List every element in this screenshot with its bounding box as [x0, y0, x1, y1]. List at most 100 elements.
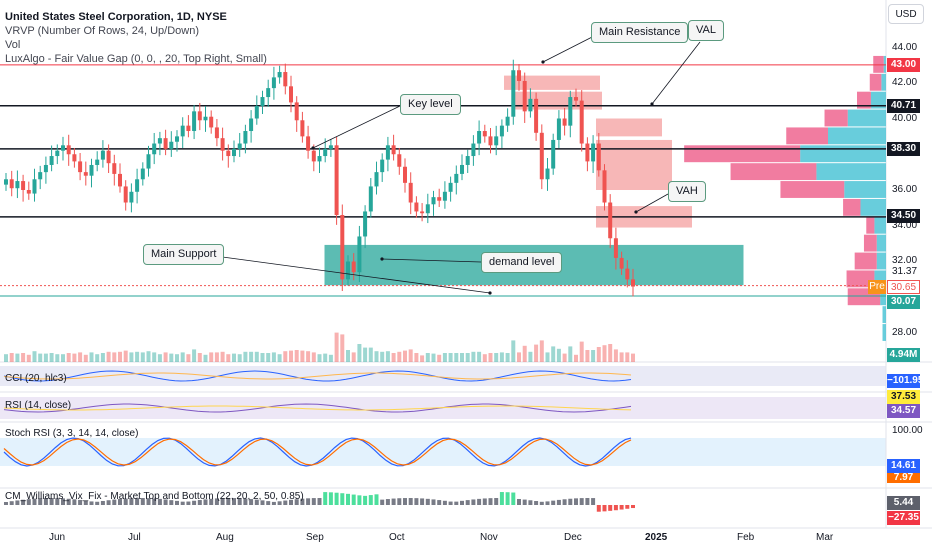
- vrvp-down-bar: [846, 270, 875, 288]
- callout-demand-level[interactable]: demand level: [481, 252, 563, 273]
- vix-fix-bar: [89, 501, 94, 505]
- callout-main-resistance[interactable]: Main Resistance: [591, 22, 689, 43]
- stoch-d-line: [3, 438, 632, 466]
- vrvp-up-bar: [881, 73, 886, 91]
- currency-button[interactable]: USD: [888, 4, 924, 24]
- volume-bar: [306, 351, 311, 362]
- stoch-value-tag-1: 14.61: [887, 459, 920, 473]
- vix-fix-bar: [340, 493, 345, 505]
- candle-body: [4, 179, 8, 185]
- volume-bar: [260, 353, 265, 362]
- candle-body: [625, 268, 630, 280]
- vix-fix-bar: [271, 501, 276, 505]
- vix-fix-bar: [192, 500, 197, 505]
- volume-bar: [300, 350, 305, 362]
- volume-bar: [534, 344, 539, 362]
- vrvp-down-bar: [869, 73, 882, 91]
- candle-body: [32, 179, 37, 194]
- volume-bar: [465, 353, 470, 362]
- study-fvg-label[interactable]: LuxAlgo - Fair Value Gap (0, 0, , 20, To…: [5, 53, 267, 65]
- volume-bar: [374, 351, 379, 362]
- volume-bar: [249, 351, 254, 362]
- vrvp-down-bar: [824, 109, 848, 127]
- volume-bar: [232, 353, 236, 362]
- vrvp-up-bar: [847, 109, 886, 127]
- vrvp-up-bar: [882, 324, 886, 341]
- vix-fix-bar: [180, 501, 185, 505]
- candle-body: [619, 257, 624, 269]
- candle-body: [460, 164, 464, 174]
- candle-body: [380, 159, 385, 173]
- study-vol-label[interactable]: Vol: [5, 39, 21, 51]
- time-tick: Nov: [480, 532, 498, 543]
- stoch-rsi-label[interactable]: Stoch RSI (3, 3, 14, 14, close): [5, 428, 139, 439]
- rsi-label[interactable]: RSI (14, close): [5, 400, 72, 411]
- volume-bar: [568, 346, 573, 362]
- cci-value-tag: −101.95: [887, 374, 924, 388]
- candle-body: [420, 211, 425, 214]
- vix-fix-bar: [26, 499, 31, 505]
- candle-body: [346, 261, 350, 280]
- candle-body: [482, 131, 487, 137]
- candle-body: [408, 182, 413, 203]
- callout-key-level[interactable]: Key level: [400, 94, 461, 115]
- vix-fix-bar: [613, 505, 618, 511]
- volume-bar: [591, 350, 596, 362]
- vix-fix-bar: [363, 495, 368, 505]
- cci-label[interactable]: CCI (20, hlc3): [5, 373, 67, 384]
- support-leader: [214, 255, 491, 294]
- volume-bar: [169, 353, 174, 362]
- rsi-value-tag-2: 34.57: [887, 404, 920, 418]
- candle-body: [591, 143, 596, 162]
- candle-body: [289, 86, 293, 103]
- volume-bar: [505, 353, 510, 362]
- stoch-value-tag-2: 7.97: [887, 473, 920, 483]
- candle-body: [431, 197, 436, 205]
- study-vrvp-label[interactable]: VRVP (Number Of Rows, 24, Up/Down): [5, 25, 199, 37]
- price-tick: 40.00: [892, 113, 918, 124]
- callout-val[interactable]: VAL: [688, 20, 724, 41]
- vix-fix-bar: [203, 499, 208, 505]
- volume-bar: [551, 346, 556, 362]
- volume-bar: [608, 344, 613, 362]
- candle-body: [323, 148, 328, 157]
- vrvp-up-bar: [874, 270, 886, 288]
- demand-leader: [381, 258, 482, 263]
- cm-williams-label[interactable]: CM_Williams_Vix_Fix - Market Top and Bot…: [5, 491, 304, 502]
- vix-fix-bar: [465, 500, 470, 505]
- candle-body: [568, 97, 573, 126]
- vix-fix-bar: [385, 499, 390, 505]
- vrvp-up-bar: [876, 234, 886, 252]
- candle-body: [72, 154, 77, 162]
- key-level-leader-dot: [311, 146, 315, 150]
- cm-value-tag-1: 5.44: [887, 496, 920, 510]
- candle-body: [243, 131, 248, 144]
- vix-fix-bar: [55, 498, 60, 505]
- candle-body: [197, 111, 202, 121]
- vix-fix-bar: [32, 498, 37, 505]
- candle-body: [100, 150, 105, 160]
- volume-bar: [385, 351, 390, 362]
- price-tick: 31.37: [892, 266, 918, 277]
- volume-bar: [180, 352, 185, 362]
- volume-bar: [596, 347, 601, 362]
- vix-fix-bar: [437, 500, 442, 505]
- volume-bar: [425, 353, 430, 362]
- vix-fix-bar: [351, 494, 356, 505]
- vix-fix-bar: [488, 498, 493, 505]
- vix-fix-bar: [460, 500, 464, 505]
- volume-bar: [448, 353, 453, 362]
- volume-bar: [112, 352, 117, 362]
- vrvp-down-bar: [780, 181, 845, 198]
- vix-fix-bar: [482, 498, 487, 505]
- candle-body: [306, 136, 311, 151]
- candle-body: [237, 143, 242, 149]
- volume-bar: [442, 353, 447, 362]
- callout-vah[interactable]: VAH: [668, 181, 706, 202]
- candle-body: [123, 186, 128, 203]
- support-leader-dot: [488, 291, 492, 295]
- callout-main-support[interactable]: Main Support: [143, 244, 225, 265]
- candle-body: [66, 145, 71, 155]
- vah-leader: [635, 193, 669, 213]
